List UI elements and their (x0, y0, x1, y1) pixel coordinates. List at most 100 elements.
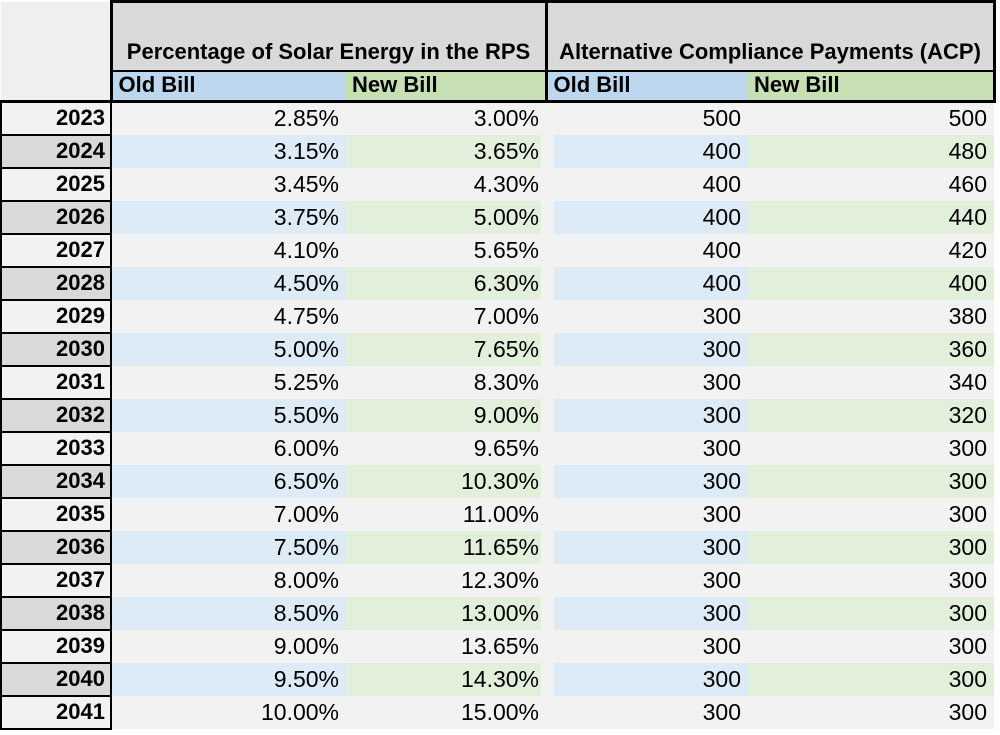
acp-new-bill-cell[interactable]: 480 (748, 134, 995, 168)
rps-old-bill-cell[interactable]: 5.25% (111, 365, 346, 399)
rps-new-bill-cell[interactable]: 11.00% (346, 497, 547, 531)
year-cell[interactable]: 2031 (0, 364, 112, 400)
rps-new-bill-cell[interactable]: 13.00% (346, 596, 547, 630)
year-cell[interactable]: 2039 (0, 628, 112, 664)
year-cell[interactable]: 2030 (0, 331, 112, 367)
acp-old-bill-cell[interactable]: 300 (546, 695, 749, 729)
year-cell[interactable]: 2036 (0, 529, 112, 565)
acp-section-header[interactable]: Alternative Compliance Payments (ACP) (544, 0, 996, 72)
rps-new-bill-cell[interactable]: 11.65% (346, 530, 547, 564)
acp-new-bill-cell[interactable]: 340 (748, 365, 995, 399)
acp-old-bill-cell[interactable]: 300 (546, 497, 749, 531)
acp-new-bill-cell[interactable]: 300 (748, 629, 995, 663)
rps-new-bill-cell[interactable]: 3.00% (346, 101, 547, 135)
acp-new-bill-cell[interactable]: 300 (748, 596, 995, 630)
acp-old-bill-cell[interactable]: 400 (546, 134, 749, 168)
acp-new-bill-cell[interactable]: 460 (748, 167, 995, 201)
rps-old-bill-cell[interactable]: 7.50% (111, 530, 346, 564)
rps-new-bill-cell[interactable]: 5.00% (346, 200, 547, 234)
rps-old-bill-cell[interactable]: 4.10% (111, 233, 346, 267)
year-cell[interactable]: 2024 (0, 133, 112, 169)
rps-old-bill-cell[interactable]: 3.45% (111, 167, 346, 201)
acp-old-bill-cell[interactable]: 300 (546, 563, 749, 597)
acp-old-bill-cell[interactable]: 300 (546, 629, 749, 663)
year-cell[interactable]: 2023 (0, 100, 112, 136)
year-cell[interactable]: 2040 (0, 661, 112, 697)
rps-new-bill-cell[interactable]: 7.00% (346, 299, 547, 333)
rps-old-bill-cell[interactable]: 5.00% (111, 332, 346, 366)
rps-new-bill-cell[interactable]: 9.00% (346, 398, 547, 432)
year-cell[interactable]: 2032 (0, 397, 112, 433)
acp-old-bill-cell[interactable]: 300 (546, 332, 749, 366)
acp-new-bill-cell[interactable]: 300 (748, 695, 995, 729)
acp-old-bill-cell[interactable]: 400 (546, 167, 749, 201)
year-cell[interactable]: 2038 (0, 595, 112, 631)
year-cell[interactable]: 2041 (0, 694, 112, 730)
acp-new-bill-cell[interactable]: 400 (748, 266, 995, 300)
acp-old-bill-cell[interactable]: 500 (546, 101, 749, 135)
acp-old-bill-cell[interactable]: 300 (546, 662, 749, 696)
acp-old-bill-cell[interactable]: 300 (546, 530, 749, 564)
rps-old-bill-cell[interactable]: 4.75% (111, 299, 346, 333)
rps-old-bill-cell[interactable]: 3.15% (111, 134, 346, 168)
acp-old-bill-cell[interactable]: 400 (546, 200, 749, 234)
acp-new-bill-cell[interactable]: 420 (748, 233, 995, 267)
acp-old-bill-cell[interactable]: 300 (546, 398, 749, 432)
rps-old-bill-cell[interactable]: 8.50% (111, 596, 346, 630)
acp-new-bill-cell[interactable]: 300 (748, 431, 995, 465)
rps-new-bill-cell[interactable]: 8.30% (346, 365, 547, 399)
acp-new-bill-cell[interactable]: 300 (748, 563, 995, 597)
acp-new-bill-cell[interactable]: 360 (748, 332, 995, 366)
acp-old-bill-cell[interactable]: 300 (546, 431, 749, 465)
year-cell[interactable]: 2033 (0, 430, 112, 466)
rps-old-bill-cell[interactable]: 9.00% (111, 629, 346, 663)
rps-new-bill-cell[interactable]: 9.65% (346, 431, 547, 465)
acp-new-bill-cell[interactable]: 300 (748, 662, 995, 696)
year-cell[interactable]: 2037 (0, 562, 112, 598)
rps-new-bill-cell[interactable]: 14.30% (346, 662, 547, 696)
rps-old-bill-cell[interactable]: 4.50% (111, 266, 346, 300)
year-cell[interactable]: 2026 (0, 199, 112, 235)
acp-old-bill-cell[interactable]: 300 (546, 299, 749, 333)
rps-new-bill-cell[interactable]: 5.65% (346, 233, 547, 267)
rps-old-bill-header[interactable]: Old Bill (109, 70, 346, 103)
acp-old-bill-cell[interactable]: 400 (546, 233, 749, 267)
acp-old-bill-header[interactable]: Old Bill (544, 70, 749, 103)
rps-old-bill-cell[interactable]: 7.00% (111, 497, 346, 531)
year-cell[interactable]: 2035 (0, 496, 112, 532)
year-cell[interactable]: 2027 (0, 232, 112, 268)
rps-new-bill-cell[interactable]: 7.65% (346, 332, 547, 366)
rps-new-bill-cell[interactable]: 3.65% (346, 134, 547, 168)
rps-new-bill-cell[interactable]: 15.00% (346, 695, 547, 729)
acp-old-bill-cell[interactable]: 300 (546, 596, 749, 630)
acp-old-bill-cell[interactable]: 400 (546, 266, 749, 300)
year-cell[interactable]: 2028 (0, 265, 112, 301)
rps-old-bill-cell[interactable]: 8.00% (111, 563, 346, 597)
year-cell[interactable]: 2029 (0, 298, 112, 334)
acp-new-bill-cell[interactable]: 300 (748, 530, 995, 564)
acp-old-bill-cell[interactable]: 300 (546, 464, 749, 498)
acp-new-bill-cell[interactable]: 300 (748, 464, 995, 498)
acp-new-bill-cell[interactable]: 320 (748, 398, 995, 432)
rps-old-bill-cell[interactable]: 10.00% (111, 695, 346, 729)
rps-new-bill-cell[interactable]: 10.30% (346, 464, 547, 498)
year-cell[interactable]: 2025 (0, 166, 112, 202)
rps-new-bill-cell[interactable]: 12.30% (346, 563, 547, 597)
rps-old-bill-cell[interactable]: 6.50% (111, 464, 346, 498)
acp-new-bill-cell[interactable]: 500 (748, 101, 995, 135)
acp-new-bill-cell[interactable]: 380 (748, 299, 995, 333)
rps-old-bill-cell[interactable]: 5.50% (111, 398, 346, 432)
rps-new-bill-cell[interactable]: 6.30% (346, 266, 547, 300)
rps-old-bill-cell[interactable]: 6.00% (111, 431, 346, 465)
rps-new-bill-header[interactable]: New Bill (346, 70, 547, 103)
rps-new-bill-cell[interactable]: 13.65% (346, 629, 547, 663)
rps-new-bill-cell[interactable]: 4.30% (346, 167, 547, 201)
acp-old-bill-cell[interactable]: 300 (546, 365, 749, 399)
rps-section-header[interactable]: Percentage of Solar Energy in the RPS (109, 0, 548, 72)
rps-old-bill-cell[interactable]: 3.75% (111, 200, 346, 234)
rps-old-bill-cell[interactable]: 9.50% (111, 662, 346, 696)
acp-new-bill-cell[interactable]: 440 (748, 200, 995, 234)
acp-new-bill-header[interactable]: New Bill (748, 70, 996, 103)
acp-new-bill-cell[interactable]: 300 (748, 497, 995, 531)
rps-old-bill-cell[interactable]: 2.85% (111, 101, 346, 135)
